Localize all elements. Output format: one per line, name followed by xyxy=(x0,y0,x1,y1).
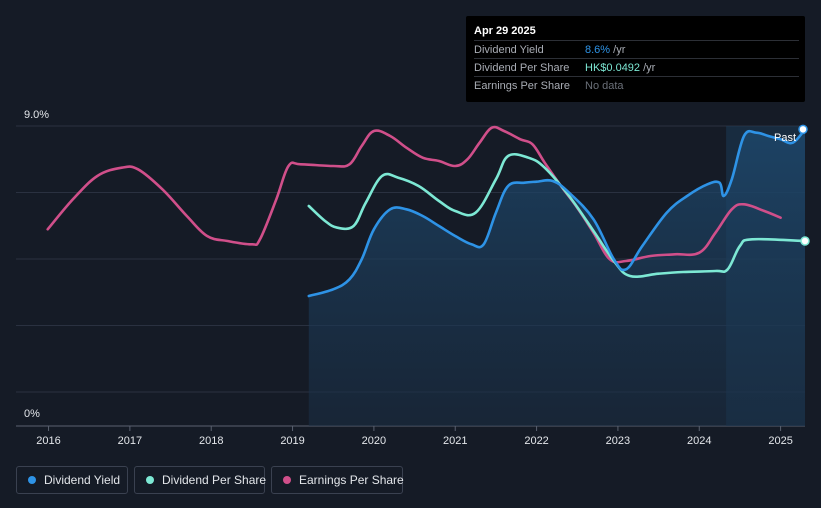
legend-dot-icon xyxy=(28,476,36,484)
x-tick-label: 2018 xyxy=(199,435,223,447)
x-tick-label: 2025 xyxy=(768,435,792,447)
x-tick-label: 2022 xyxy=(524,435,548,447)
tooltip-label: Dividend Per Share xyxy=(474,62,570,74)
x-tick-label: 2021 xyxy=(443,435,467,447)
tooltip-value: 8.6% /yr xyxy=(585,44,625,56)
tooltip-date: Apr 29 2025 xyxy=(474,25,536,37)
x-tick-label: 2017 xyxy=(118,435,142,447)
y-tick-label-bottom: 0% xyxy=(24,408,40,420)
x-tick-label: 2019 xyxy=(280,435,304,447)
x-tick-label: 2023 xyxy=(606,435,630,447)
tooltip-label: Earnings Per Share xyxy=(474,80,570,92)
dividend-per-share-end-marker xyxy=(800,236,810,246)
tooltip-row-dividend-per-share: Dividend Per Share HK$0.0492 /yr xyxy=(474,58,799,76)
y-tick-label-top: 9.0% xyxy=(24,109,50,121)
tooltip-value: No data xyxy=(585,80,624,92)
tooltip-unit: /yr xyxy=(610,44,626,56)
dividend-yield-end-marker xyxy=(798,124,808,135)
x-tick-label: 2020 xyxy=(362,435,386,447)
area-layer xyxy=(308,129,805,427)
tooltip-value-number: No data xyxy=(585,80,624,92)
legend-label: Dividend Yield xyxy=(44,473,121,487)
tooltip-row-dividend-yield: Dividend Yield 8.6% /yr xyxy=(474,40,799,58)
x-tick-label: 2016 xyxy=(36,435,60,447)
tooltip-row-earnings-per-share: Earnings Per Share No data xyxy=(474,76,799,94)
dividend-yield-line xyxy=(307,128,807,298)
x-axis: 2016 2017 2018 2019 2020 2021 2022 2023 2024 2025 xyxy=(36,426,793,447)
x-tick-label: 2024 xyxy=(687,435,711,447)
tooltip-value-number: HK$0.0492 xyxy=(585,62,641,74)
legend-dot-icon xyxy=(146,476,154,484)
dividend-yield-area xyxy=(308,129,805,427)
line-layer xyxy=(46,124,810,298)
legend-dot-icon xyxy=(283,476,291,484)
legend-item-earnings-per-share[interactable]: Earnings Per Share xyxy=(271,466,404,494)
earnings-per-share-line xyxy=(46,125,782,264)
tooltip-unit: /yr xyxy=(640,62,656,74)
legend-item-dividend-per-share[interactable]: Dividend Per Share xyxy=(134,466,267,494)
legend-label: Dividend Per Share xyxy=(162,473,267,487)
tooltip: Apr 29 2025 Dividend Yield 8.6% /yr Divi… xyxy=(466,16,805,102)
tooltip-label: Dividend Yield xyxy=(474,44,544,56)
tooltip-value: HK$0.0492 /yr xyxy=(585,62,655,74)
legend-item-dividend-yield[interactable]: Dividend Yield xyxy=(16,466,128,494)
legend-label: Earnings Per Share xyxy=(299,473,404,487)
tooltip-value-number: 8.6% xyxy=(585,44,611,56)
dividend-per-share-line xyxy=(307,152,807,279)
past-label: Past xyxy=(774,132,797,144)
